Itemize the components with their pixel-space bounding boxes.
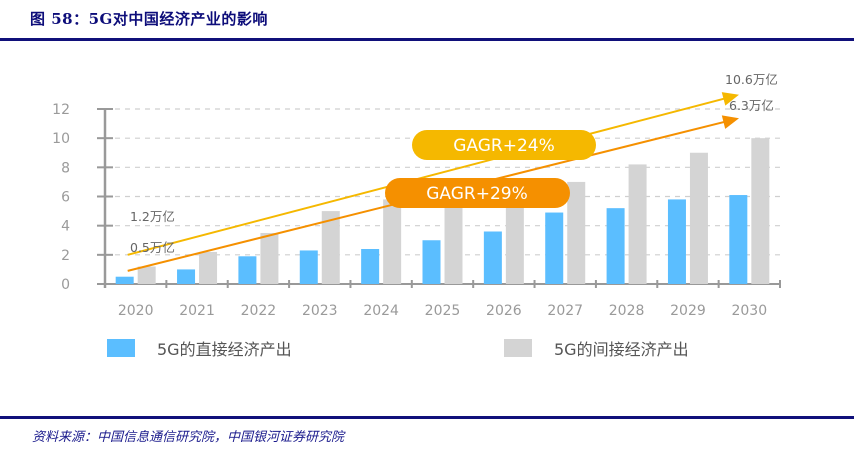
bar-direct-2020	[115, 276, 134, 284]
y-tick-label: 2	[61, 248, 70, 264]
bar-indirect-2026	[505, 190, 524, 284]
legend-swatch-indirect	[504, 339, 532, 357]
indirect-start-label: 1.2万亿	[130, 209, 175, 224]
x-tick-label: 2029	[670, 303, 706, 319]
x-tick-label: 2022	[241, 303, 277, 319]
bar-indirect-2020	[137, 266, 156, 284]
direct-end-label: 6.3万亿	[729, 98, 774, 113]
annotations: 1.2万亿 0.5万亿 10.6万亿 6.3万亿	[130, 72, 778, 255]
y-tick-label: 10	[52, 131, 70, 147]
source-rule	[0, 416, 854, 419]
y-tick-label: 12	[52, 102, 70, 118]
x-tick-label: 2023	[302, 303, 338, 319]
bar-direct-2028	[606, 208, 625, 284]
direct-cagr-text: GAGR+29%	[426, 184, 528, 204]
bar-direct-2024	[361, 249, 380, 284]
source-note: 资料来源：中国信息通信研究院，中国银河证券研究院	[32, 430, 345, 445]
y-tick-label: 4	[61, 219, 70, 235]
grid-lines	[105, 108, 780, 256]
bar-direct-2023	[299, 250, 318, 284]
x-tick-label: 2020	[118, 303, 154, 319]
y-tick-label: 8	[61, 160, 70, 176]
title-rule	[0, 38, 854, 41]
x-axis: 2020 2021 2022 2023 2024 2025 2026 2027 2028 2029…	[105, 280, 781, 319]
bar-direct-2026	[483, 231, 502, 284]
bar-indirect-2029	[689, 152, 708, 284]
bar-indirect-2028	[628, 164, 647, 284]
bar-direct-2027	[545, 212, 564, 284]
bar-direct-2022	[238, 256, 257, 284]
bar-indirect-2024	[383, 199, 402, 284]
x-tick-label: 2030	[731, 303, 767, 319]
figure-title: 图 58：5G对中国经济产业的影响	[30, 10, 268, 28]
bar-indirect-2030	[751, 138, 770, 284]
indirect-trend-line	[127, 96, 730, 256]
direct-trend-arrowhead	[721, 115, 740, 129]
bar-direct-2029	[667, 199, 686, 284]
y-tick-label: 6	[61, 190, 70, 206]
x-tick-label: 2028	[609, 303, 645, 319]
bar-direct-2021	[177, 269, 196, 284]
indirect-cagr-badge: GAGR+24%	[412, 130, 596, 160]
bar-indirect-2027	[567, 181, 586, 284]
direct-start-label: 0.5万亿	[130, 240, 175, 255]
bar-indirect-2025	[444, 195, 463, 284]
indirect-end-label: 10.6万亿	[725, 72, 778, 87]
indirect-cagr-text: GAGR+24%	[453, 136, 555, 156]
legend-label-indirect: 5G的间接经济产出	[554, 340, 689, 359]
x-tick-label: 2026	[486, 303, 522, 319]
bar-direct-2030	[729, 195, 748, 284]
x-tick-label: 2024	[363, 303, 399, 319]
legend: 5G的直接经济产出 5G的间接经济产出	[107, 339, 689, 359]
indirect-trend-arrowhead	[721, 92, 739, 106]
legend-label-direct: 5G的直接经济产出	[157, 340, 292, 359]
y-axis: 0 2 4 6 8 10 12	[52, 102, 113, 293]
legend-swatch-direct	[107, 339, 135, 357]
y-tick-label: 0	[61, 277, 70, 293]
bars	[115, 138, 770, 284]
bar-indirect-2022	[260, 232, 279, 284]
bar-indirect-2021	[199, 251, 218, 284]
x-tick-label: 2027	[547, 303, 583, 319]
x-tick-label: 2025	[425, 303, 461, 319]
x-tick-label: 2021	[179, 303, 215, 319]
direct-cagr-badge: GAGR+29%	[385, 178, 570, 208]
bar-indirect-2023	[321, 211, 340, 284]
bar-direct-2025	[422, 240, 441, 284]
